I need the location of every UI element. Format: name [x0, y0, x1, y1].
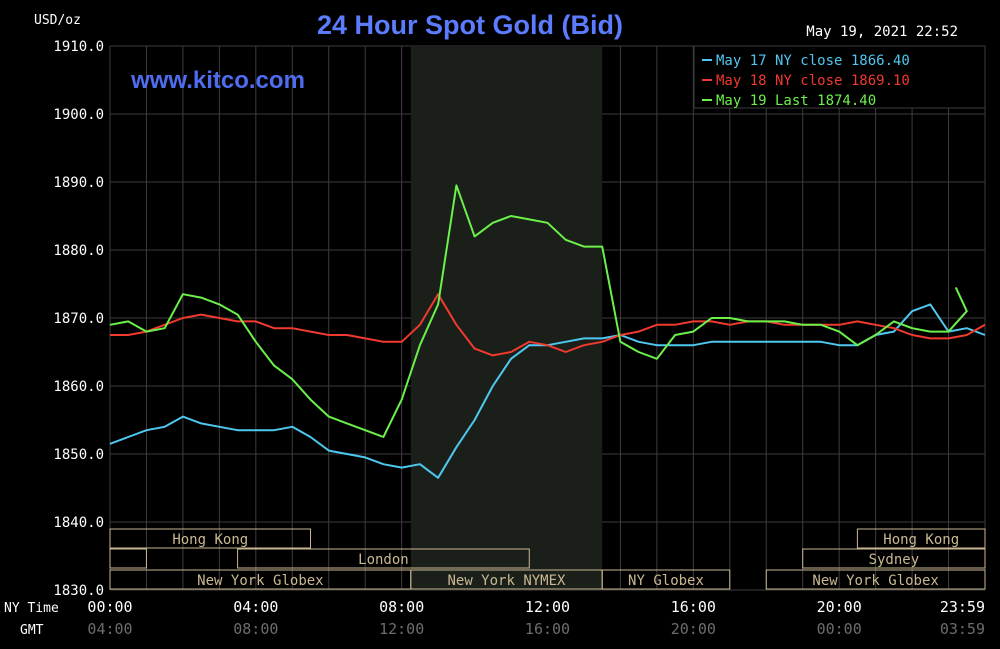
y-tick-label: 1860.0 [53, 379, 104, 395]
series-line-may19 [109, 184, 968, 438]
session-label: Hong Kong [883, 532, 959, 548]
session-label: New York NYMEX [447, 573, 566, 589]
session-label: New York Globex [197, 573, 323, 589]
x-tick-label-ny: 04:00 [233, 598, 278, 616]
y-tick-label: 1890.0 [53, 175, 104, 191]
chart-title: 24 Hour Spot Gold (Bid) [317, 10, 623, 40]
x-tick-label-ny: 12:00 [525, 598, 570, 616]
x-tick-label-gmt: 20:00 [671, 620, 716, 638]
y-tick-label: 1900.0 [53, 107, 104, 123]
legend: May 17 NY close 1866.40 May 18 NY close 1… [693, 45, 986, 109]
session-box [601, 569, 731, 590]
x-axis-ticks: NY Time GMT 00:00 04:00 04:00 08:00 08:00 12:00… [4, 598, 985, 638]
session-label: Hong Kong [172, 532, 248, 548]
x-tick-label-ny: 00:00 [87, 598, 132, 616]
x-axis-row-label-gmt: GMT [20, 623, 44, 638]
x-tick-label-ny: 08:00 [379, 598, 424, 616]
legend-entry: May 19 Last 1874.40 [716, 93, 876, 109]
timestamp: May 19, 2021 22:52 [806, 24, 958, 40]
session-box [109, 548, 147, 569]
session-box [856, 528, 986, 549]
legend-entry: May 17 NY close 1866.40 [716, 53, 910, 69]
x-tick-label-ny: 16:00 [671, 598, 716, 616]
y-tick-label: 1870.0 [53, 311, 104, 327]
market-sessions: Hong Kong London New York Globex New York N… [109, 528, 986, 590]
session-box [109, 528, 312, 549]
session-label: New York Globex [812, 573, 938, 589]
y-tick-label: 1830.0 [53, 583, 104, 599]
x-tick-label-gmt: 16:00 [525, 620, 570, 638]
x-tick-label-gmt: 12:00 [379, 620, 424, 638]
legend-box [693, 45, 986, 109]
price-series [109, 184, 986, 479]
y-tick-label: 1880.0 [53, 243, 104, 259]
session-box [765, 569, 986, 590]
session-box [237, 548, 530, 569]
nymex-highlight [410, 46, 603, 590]
session-label: London [358, 552, 409, 568]
nymex-period-band [410, 46, 603, 590]
x-tick-label-gmt: 00:00 [817, 620, 862, 638]
watermark: www.kitco.com [130, 67, 305, 94]
x-tick-label-ny: 23:59 [940, 598, 985, 616]
x-tick-label-gmt: 08:00 [233, 620, 278, 638]
y-axis-ticks: 1910.0 1900.0 1890.0 1880.0 1870.0 1860.0 1850… [53, 39, 104, 599]
session-box [802, 548, 986, 569]
x-axis-row-label-ny: NY Time [4, 601, 59, 616]
session-label: Sydney [869, 552, 920, 568]
y-tick-label: 1910.0 [53, 39, 104, 55]
series-line-may18 [110, 293, 986, 357]
legend-entry: May 18 NY close 1869.10 [716, 73, 910, 89]
session-label: NY Globex [628, 573, 704, 589]
y-axis-unit: USD/oz [34, 13, 81, 28]
y-tick-label: 1850.0 [53, 447, 104, 463]
x-tick-label-gmt: 04:00 [87, 620, 132, 638]
x-tick-label-ny: 20:00 [817, 598, 862, 616]
x-tick-label-gmt: 03:59 [940, 620, 985, 638]
y-tick-label: 1840.0 [53, 515, 104, 531]
